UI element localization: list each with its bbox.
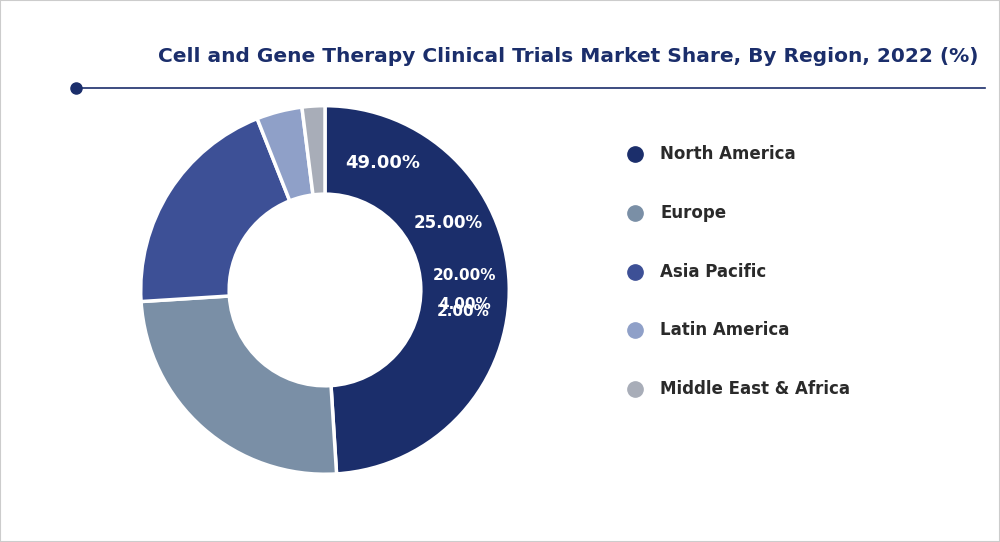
Wedge shape: [141, 296, 337, 474]
Text: North America: North America: [660, 145, 796, 164]
Text: 2.00%: 2.00%: [437, 305, 490, 319]
Text: 25.00%: 25.00%: [414, 214, 483, 232]
Wedge shape: [302, 106, 325, 195]
Text: 49.00%: 49.00%: [346, 153, 421, 171]
Text: Cell and Gene Therapy Clinical Trials Market Share, By Region, 2022 (%): Cell and Gene Therapy Clinical Trials Ma…: [158, 47, 978, 67]
Text: Middle East & Africa: Middle East & Africa: [660, 379, 850, 398]
Wedge shape: [141, 119, 290, 301]
Text: PRECEDENCE: PRECEDENCE: [19, 33, 95, 43]
Wedge shape: [325, 106, 509, 474]
Text: Europe: Europe: [660, 204, 726, 222]
Text: RESEARCH: RESEARCH: [26, 61, 88, 71]
Text: 4.00%: 4.00%: [438, 297, 491, 312]
Text: 20.00%: 20.00%: [433, 268, 496, 283]
Text: Asia Pacific: Asia Pacific: [660, 262, 766, 281]
Wedge shape: [257, 107, 313, 201]
Text: Latin America: Latin America: [660, 321, 789, 339]
